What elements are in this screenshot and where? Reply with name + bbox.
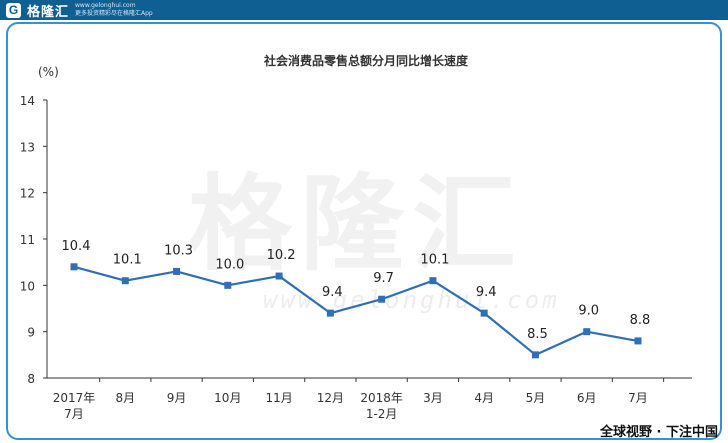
- logo-sub-block: www.gelonghui.com 更多投资精彩尽在格隆汇App: [75, 2, 153, 18]
- x-tick-label: 5月: [526, 391, 546, 405]
- data-label: 10.0: [215, 257, 244, 272]
- chart-title: 社会消费品零售总额分月同比增长速度: [263, 53, 469, 68]
- data-label: 10.3: [164, 243, 193, 258]
- data-point: [275, 272, 283, 280]
- x-tick-label: 2018年 1-2月: [360, 391, 403, 421]
- data-label: 10.2: [267, 248, 296, 263]
- y-tick-label: 14: [20, 94, 35, 108]
- data-point: [173, 267, 181, 275]
- data-point: [429, 277, 437, 285]
- data-point: [70, 263, 78, 271]
- y-unit-label: (%): [38, 65, 59, 79]
- data-label: 9.0: [578, 304, 599, 319]
- y-tick-label: 8: [27, 372, 35, 386]
- y-tick-label: 10: [20, 279, 35, 293]
- x-tick-label: 11月: [265, 391, 292, 405]
- x-tick-label: 6月: [577, 391, 597, 405]
- logo-mark-icon: G: [6, 2, 21, 18]
- logo-slogan: 更多投资精彩尽在格隆汇App: [75, 10, 153, 17]
- series-line: [73, 265, 639, 356]
- data-label: 8.5: [527, 327, 548, 342]
- y-tick-label: 12: [20, 187, 35, 201]
- y-tick-label: 11: [20, 233, 35, 247]
- data-label: 9.4: [322, 285, 343, 300]
- logo-text: 格隆汇: [27, 4, 70, 20]
- data-label: 9.7: [373, 271, 394, 286]
- data-point: [634, 337, 642, 345]
- data-label: 10.1: [420, 253, 449, 268]
- x-tick-label: 12月: [317, 391, 344, 405]
- chart-frame: 格隆汇 www.gelonghui.com 社会消费品零售总额分月同比增长速度(…: [6, 22, 722, 440]
- data-point: [378, 295, 386, 303]
- logo: G 格隆汇 www.gelonghui.com 更多投资精彩尽在格隆汇App: [6, 0, 153, 20]
- x-tick-label: 8月: [115, 391, 135, 405]
- data-point: [583, 328, 591, 336]
- y-tick-label: 9: [27, 326, 35, 340]
- x-tick-label: 3月: [423, 391, 443, 405]
- data-label: 10.1: [113, 253, 142, 268]
- x-tick-label: 2017年 7月: [53, 391, 96, 421]
- x-tick-label: 7月: [628, 391, 648, 405]
- data-point: [121, 277, 129, 285]
- chart: 社会消费品零售总额分月同比增长速度 (%) 8 9 10 11 12 13 14 2017年 7月 8…: [20, 53, 692, 421]
- x-tick-label: 10月: [214, 391, 241, 405]
- data-point: [531, 351, 539, 359]
- x-tick-label: 9月: [167, 391, 187, 405]
- header-bar: G 格隆汇 www.gelonghui.com 更多投资精彩尽在格隆汇App: [0, 0, 728, 20]
- data-point: [224, 281, 232, 289]
- data-label: 8.8: [630, 313, 651, 328]
- data-point: [326, 309, 334, 317]
- footer-source: 全球视野 · 下注中国: [600, 425, 718, 440]
- data-label: 9.4: [476, 285, 497, 300]
- logo-url: www.gelonghui.com: [75, 2, 136, 9]
- y-tick-label: 13: [20, 140, 35, 154]
- data-label: 10.4: [62, 239, 91, 254]
- x-tick-label: 4月: [474, 391, 494, 405]
- data-point: [480, 309, 488, 317]
